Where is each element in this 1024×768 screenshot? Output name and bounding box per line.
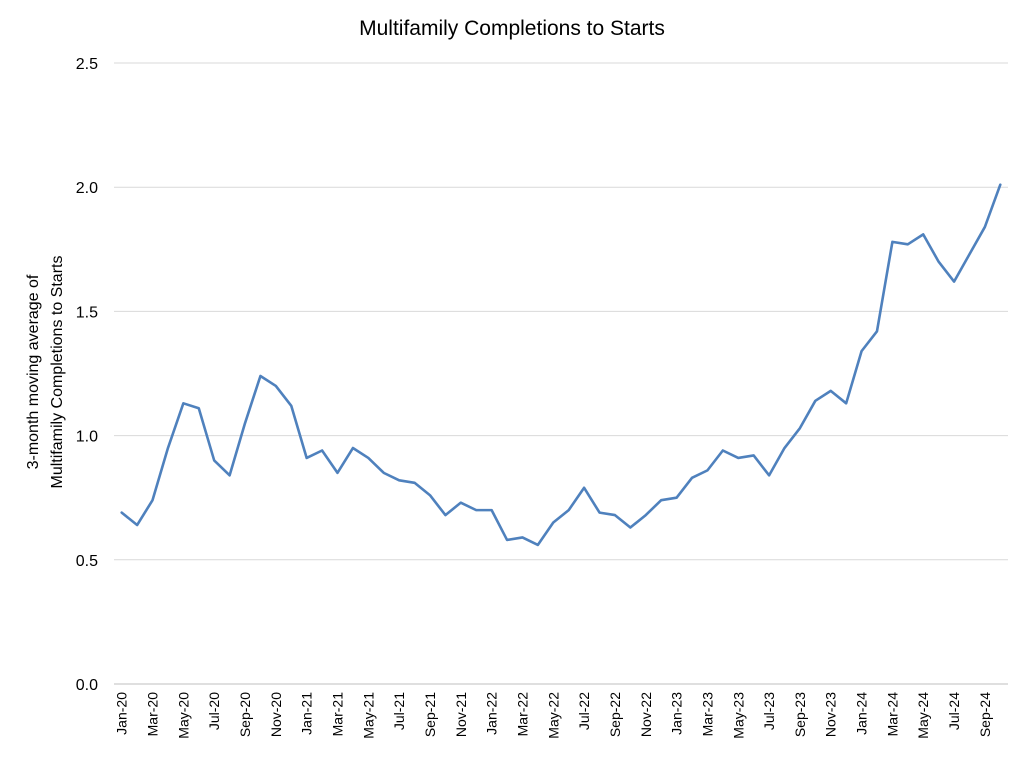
- x-tick-label: Jul-22: [576, 692, 592, 730]
- x-tick-label: Mar-20: [145, 692, 161, 737]
- y-axis-label-line-2: Multifamily Completions to Starts: [49, 256, 66, 489]
- x-tick-label: Sep-20: [237, 692, 253, 737]
- x-tick-label: Nov-22: [638, 692, 654, 737]
- y-axis-label-line-1: 3-month moving average of: [25, 274, 42, 469]
- x-tick-label: Jul-23: [761, 692, 777, 730]
- x-tick-label: Nov-21: [453, 692, 469, 737]
- x-tick-label: May-24: [915, 692, 931, 739]
- y-axis-label: 3-month moving average of Multifamily Co…: [25, 256, 66, 489]
- y-tick-label: 0.5: [76, 553, 98, 570]
- x-tick-label: May-23: [730, 692, 746, 739]
- x-tick-label: Mar-22: [514, 692, 530, 737]
- x-tick-label: Sep-21: [422, 692, 438, 737]
- y-tick-label: 2.5: [76, 56, 98, 73]
- x-tick-label: May-21: [360, 692, 376, 739]
- y-tick-label: 1.0: [76, 429, 98, 446]
- gridlines: [114, 62, 1008, 561]
- x-tick-label: Jan-23: [669, 692, 685, 735]
- x-tick-label: Mar-21: [330, 692, 346, 737]
- x-tick-label: Jan-24: [854, 692, 870, 735]
- x-tick-label: Jan-22: [484, 692, 500, 735]
- y-axis-ticks: 0.0 0.5 1.0 1.5 2.0 2.5: [76, 56, 98, 694]
- x-tick-label: Mar-23: [699, 692, 715, 737]
- chart-title: Multifamily Completions to Starts: [359, 17, 665, 40]
- x-tick-label: Jul-24: [946, 692, 962, 730]
- x-tick-label: Sep-22: [607, 692, 623, 737]
- x-axis-ticks: Jan-20 Mar-20 May-20 Jul-20 Sep-20 Nov-20 Jan-…: [114, 692, 993, 739]
- y-tick-label: 0.0: [76, 677, 98, 694]
- series-line: [120, 183, 1002, 547]
- x-tick-label: Nov-23: [823, 692, 839, 737]
- x-tick-label: Jan-20: [114, 692, 130, 735]
- x-tick-label: Jan-21: [299, 692, 315, 735]
- x-tick-label: Sep-24: [977, 692, 993, 737]
- x-tick-label: Jul-21: [391, 692, 407, 730]
- x-tick-label: Jul-20: [206, 692, 222, 730]
- y-tick-label: 2.0: [76, 180, 98, 197]
- x-tick-label: May-20: [175, 692, 191, 739]
- x-tick-label: May-22: [545, 692, 561, 739]
- x-tick-label: Mar-24: [884, 692, 900, 737]
- y-tick-label: 1.5: [76, 304, 98, 321]
- x-tick-label: Sep-23: [792, 692, 808, 737]
- x-tick-label: Nov-20: [268, 692, 284, 737]
